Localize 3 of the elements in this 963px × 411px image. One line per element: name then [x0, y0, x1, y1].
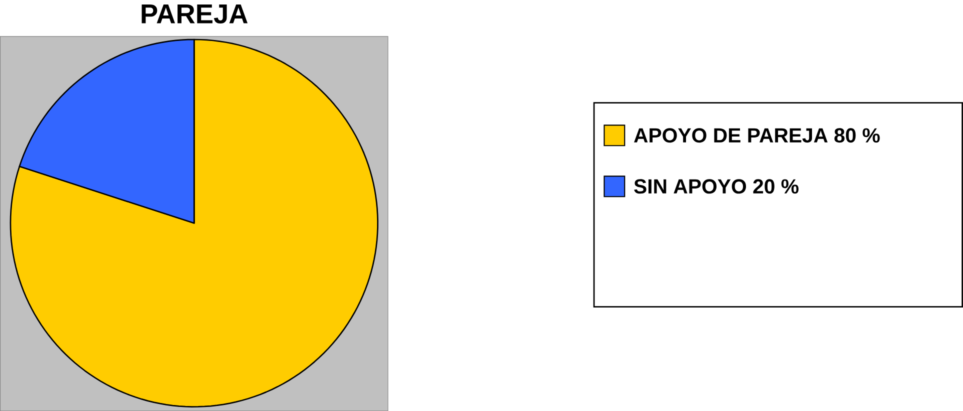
- legend-label: SIN APOYO 20 %: [634, 179, 799, 194]
- chart-title: PAREJA: [142, 4, 248, 24]
- legend-label: APOYO DE PAREJA 80 %: [634, 128, 880, 143]
